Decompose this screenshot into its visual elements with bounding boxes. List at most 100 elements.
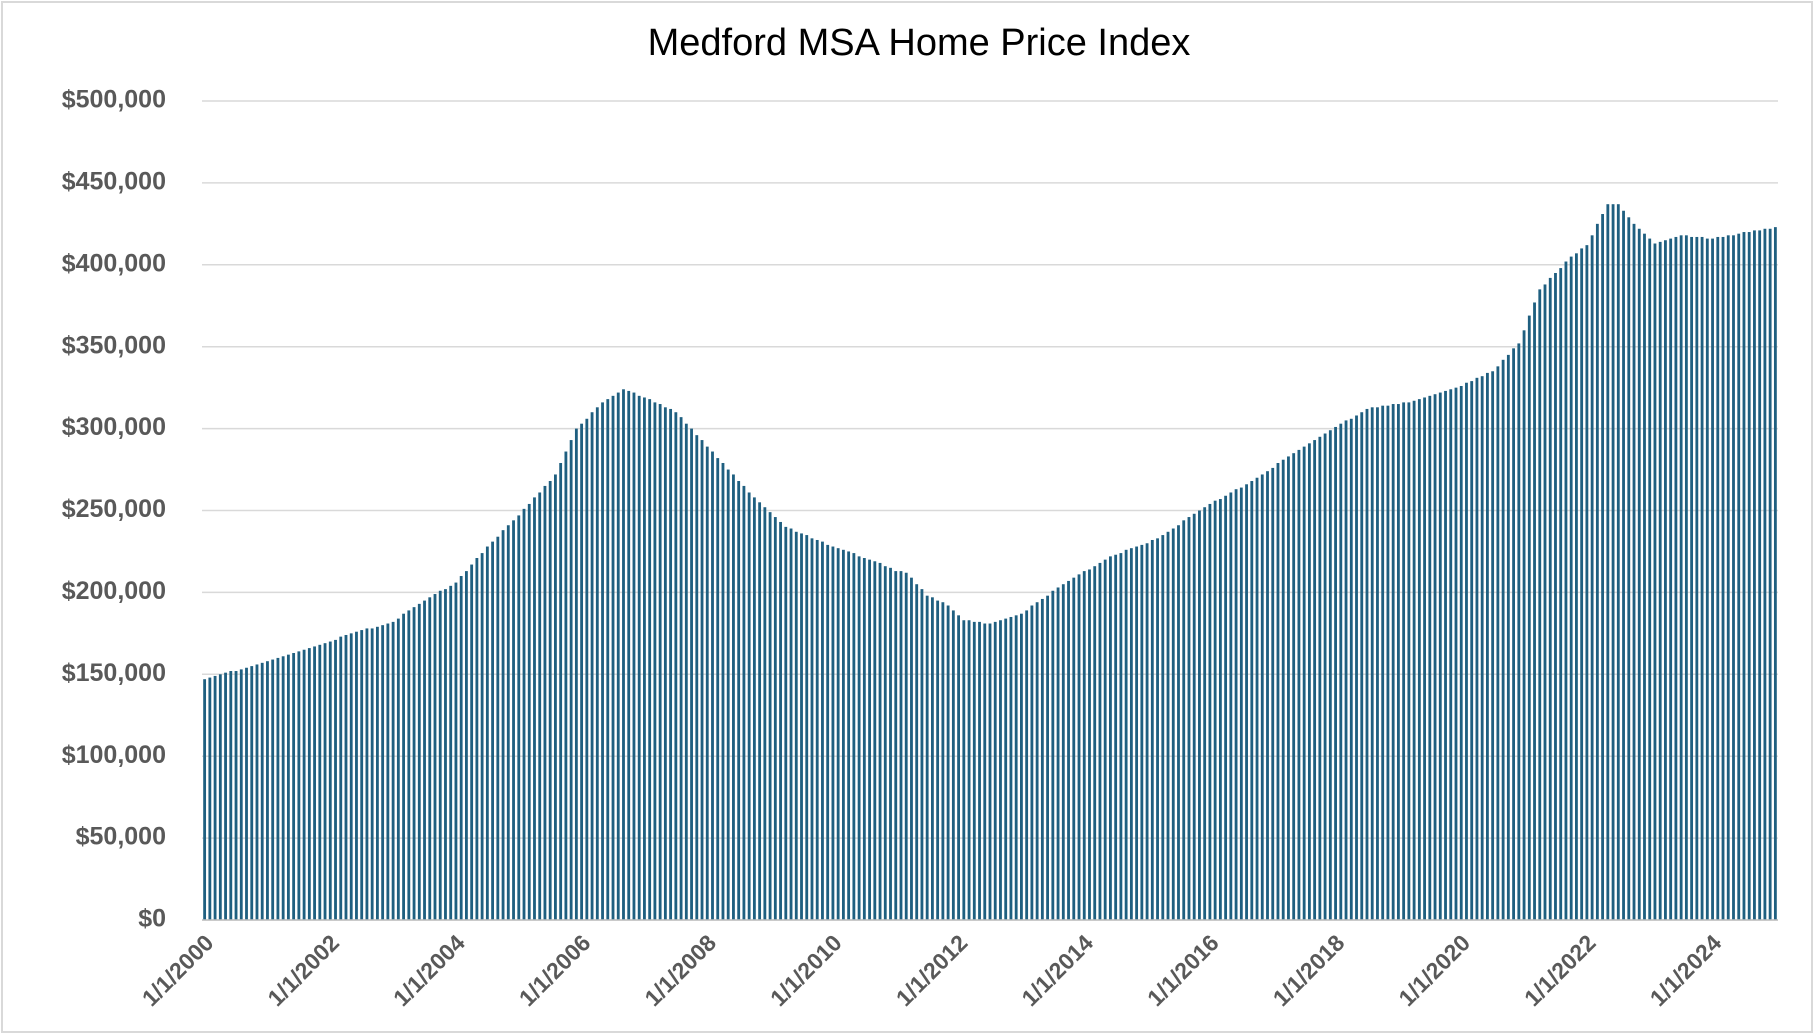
bar [611, 395, 615, 921]
bar [1025, 610, 1029, 920]
bar [1328, 430, 1332, 920]
bar [1088, 569, 1091, 920]
bar [1637, 228, 1641, 920]
bar [1564, 261, 1568, 920]
bar [1004, 618, 1008, 920]
bar [972, 621, 976, 920]
bar [444, 589, 447, 920]
bar [1192, 513, 1196, 920]
bar [1438, 392, 1442, 921]
bar [213, 675, 217, 920]
bar [1653, 243, 1657, 921]
bar [1098, 562, 1102, 920]
bar [1239, 487, 1243, 920]
bar [1386, 405, 1390, 921]
bar [459, 576, 463, 920]
bar [1632, 223, 1636, 921]
bar [1014, 615, 1018, 920]
bar [360, 630, 364, 920]
bar [1187, 517, 1191, 920]
bar [999, 620, 1002, 920]
bar [538, 492, 542, 920]
bar [967, 620, 971, 920]
bar [632, 392, 636, 921]
bar [1428, 395, 1432, 921]
bar [936, 600, 940, 920]
bar [1480, 376, 1484, 921]
bar [700, 440, 704, 920]
bar [533, 497, 536, 920]
bar [695, 435, 699, 920]
bar [643, 397, 646, 920]
bar [1396, 404, 1400, 920]
bar [276, 657, 280, 920]
bar [1307, 443, 1311, 920]
bar [946, 605, 950, 920]
bar [1255, 477, 1259, 920]
bar [962, 620, 966, 920]
bar [218, 674, 222, 920]
bar [245, 667, 248, 920]
bar [747, 492, 751, 920]
bar [1313, 440, 1317, 920]
bar [1527, 315, 1531, 920]
bar [266, 661, 269, 920]
bar [1109, 556, 1112, 920]
bar [857, 556, 861, 920]
bar [574, 428, 578, 920]
bar [475, 558, 479, 920]
bar [1140, 544, 1144, 920]
bar [606, 399, 610, 921]
bar [334, 639, 337, 920]
bar [1506, 354, 1510, 920]
bar [1061, 584, 1065, 920]
y-tick-label: $250,000 [62, 495, 166, 523]
bar [1402, 402, 1406, 921]
bar [1517, 343, 1521, 920]
bar [433, 594, 437, 920]
bar [920, 589, 924, 920]
bar [1260, 474, 1264, 920]
bar [1129, 548, 1133, 920]
bar [1077, 574, 1081, 920]
bar [1093, 566, 1097, 920]
bar [543, 485, 547, 920]
bar [637, 395, 641, 921]
bar [1732, 235, 1735, 921]
bar [1773, 227, 1777, 921]
bar [1501, 359, 1505, 921]
bar [1684, 235, 1688, 921]
bar [899, 571, 903, 920]
bar [1485, 372, 1489, 921]
bar [821, 541, 824, 920]
bar [1622, 210, 1625, 921]
bar [726, 469, 730, 920]
bar [1449, 389, 1453, 921]
bar [1585, 245, 1589, 921]
bar [281, 656, 285, 920]
y-tick-label: $0 [138, 905, 166, 933]
bar [1103, 559, 1107, 920]
bar [203, 679, 207, 920]
y-tick-label: $300,000 [62, 413, 166, 441]
bar [407, 610, 411, 920]
bar [496, 536, 500, 920]
bar [789, 528, 793, 920]
bar [1040, 598, 1044, 920]
bar [1407, 402, 1411, 921]
bar [779, 521, 782, 920]
bar [941, 602, 945, 920]
bar [1245, 484, 1248, 920]
bar [978, 621, 981, 920]
bar [1323, 433, 1327, 920]
bar [1156, 538, 1159, 920]
bar [1700, 236, 1704, 921]
bar [878, 562, 882, 920]
bar [810, 538, 814, 920]
bar [1234, 489, 1238, 920]
bar [328, 641, 332, 920]
bar [286, 654, 290, 920]
bar [1349, 418, 1353, 920]
bar [580, 423, 584, 920]
